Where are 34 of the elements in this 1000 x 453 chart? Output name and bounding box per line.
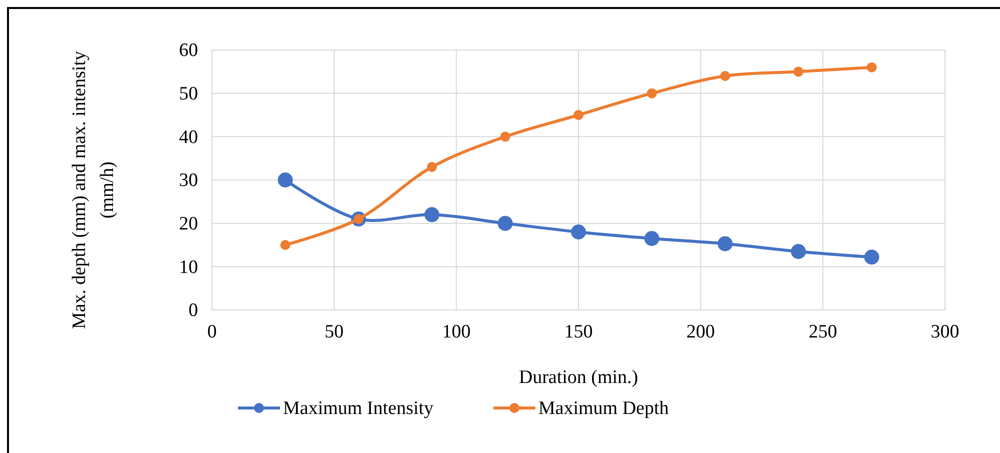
y-tick-label: 40 [179,126,198,148]
point [718,236,733,252]
point [278,172,293,188]
legend-label: Maximum Depth [538,398,670,419]
x-tick-label: 300 [930,321,960,342]
y-tick-label: 60 [179,40,198,62]
point [500,132,510,142]
point [793,66,804,77]
point [424,207,440,222]
y-tick-label: 10 [179,256,198,278]
legend-label: Maximum Intensity [283,398,434,419]
point [864,250,880,265]
x-tick-label: 100 [442,321,471,342]
y-tick-label: 30 [179,170,198,192]
point [571,224,586,240]
x-tick-label: 150 [564,321,593,342]
x-tick-label: 50 [324,321,344,342]
point [790,244,806,259]
point [426,162,437,172]
y-tick-label: 50 [179,83,198,104]
point [720,71,730,81]
point [646,88,657,98]
x-tick-label: 250 [808,321,838,342]
y-tick-label: 20 [179,213,198,234]
y-tick-label: 0 [188,300,198,322]
x-axis-title: Duration (min.) [518,367,638,388]
y-axis-title: Max. depth (mm) and max. intensity (mm/h) [69,50,118,330]
x-tick-label: 200 [686,321,715,342]
point [644,231,660,246]
point [866,62,877,72]
x-tick-label: 0 [207,321,217,342]
point [498,216,513,231]
point [280,240,290,250]
point [574,110,584,120]
